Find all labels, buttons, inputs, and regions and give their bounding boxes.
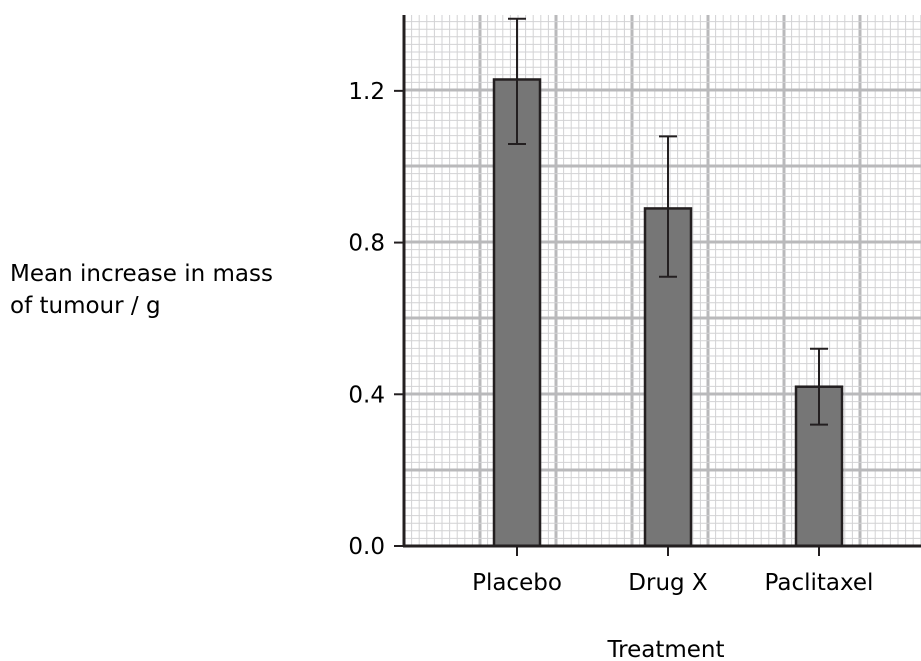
error-bars-group — [508, 17, 828, 426]
y-tick-label: 0.8 — [348, 231, 385, 257]
y-tick-label: 1.2 — [348, 79, 385, 105]
bar — [492, 78, 542, 548]
x-tick-label: Drug X — [628, 570, 708, 596]
axes-group — [402, 15, 921, 548]
y-tick-label: 0.0 — [348, 534, 385, 560]
y-axis-label-line-1: Mean increase in mass — [10, 261, 273, 287]
y-tick-label: 0.4 — [348, 382, 385, 408]
x-tick-labels: Placebo Drug X Paclitaxel — [472, 546, 873, 596]
x-axis-label: Treatment — [606, 637, 724, 661]
bars-group — [492, 78, 844, 548]
y-axis-label-line-2: of tumour / g — [10, 293, 161, 319]
x-tick-label: Placebo — [472, 570, 562, 596]
x-tick-label: Paclitaxel — [765, 570, 874, 596]
y-tick-labels: 0.0 0.4 0.8 1.2 — [348, 79, 404, 560]
